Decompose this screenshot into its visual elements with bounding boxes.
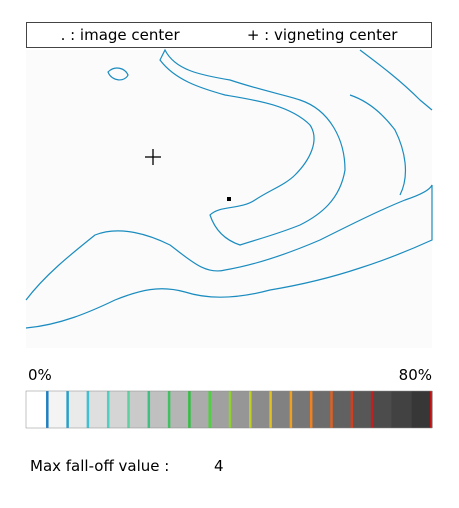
- colorbar: [26, 391, 433, 428]
- colorbar-segment: [46, 391, 68, 428]
- colorbar-segment: [269, 391, 291, 428]
- contour-lower: [25, 184, 433, 329]
- colorbar-segment: [26, 391, 47, 428]
- colorbar-segment: [208, 391, 230, 428]
- colorbar-segment: [168, 391, 189, 428]
- image-center-marker: [227, 197, 231, 201]
- colorbar-segment: [229, 391, 250, 428]
- colorbar-segment: [249, 391, 271, 428]
- colorbar-max: 80%: [398, 366, 432, 384]
- colorbar-segment: [310, 391, 331, 428]
- colorbar-segment: [371, 391, 392, 428]
- colorbar-segment: [289, 391, 311, 428]
- vignetting-center-marker: [145, 149, 161, 165]
- colorbar-segment: [330, 391, 352, 428]
- legend-image-center: . : image center: [60, 26, 180, 44]
- contour-right: [349, 49, 433, 196]
- colorbar-segment: [66, 391, 88, 428]
- colorbar-segment: [86, 391, 108, 428]
- contours: [25, 48, 433, 329]
- colorbar-segment: [350, 391, 372, 428]
- max-falloff-value: 4: [214, 457, 224, 475]
- colorbar-segment: [147, 391, 169, 428]
- colorbar-segment: [107, 391, 128, 428]
- colorbar-frame: [25, 390, 433, 429]
- max-falloff-label: Max fall-off value :: [30, 457, 170, 475]
- contour-upper: [159, 48, 346, 246]
- legend-vignetting-center: + : vigneting center: [246, 26, 398, 44]
- legend: . : image center + : vigneting center: [26, 22, 432, 48]
- contour-blob: [107, 67, 129, 81]
- colorbar-segment: [188, 391, 210, 428]
- colorbar-min: 0%: [28, 366, 52, 384]
- colorbar-segment: [127, 391, 149, 428]
- colorbar-segment: [391, 391, 413, 428]
- colorbar-segment: [411, 391, 433, 428]
